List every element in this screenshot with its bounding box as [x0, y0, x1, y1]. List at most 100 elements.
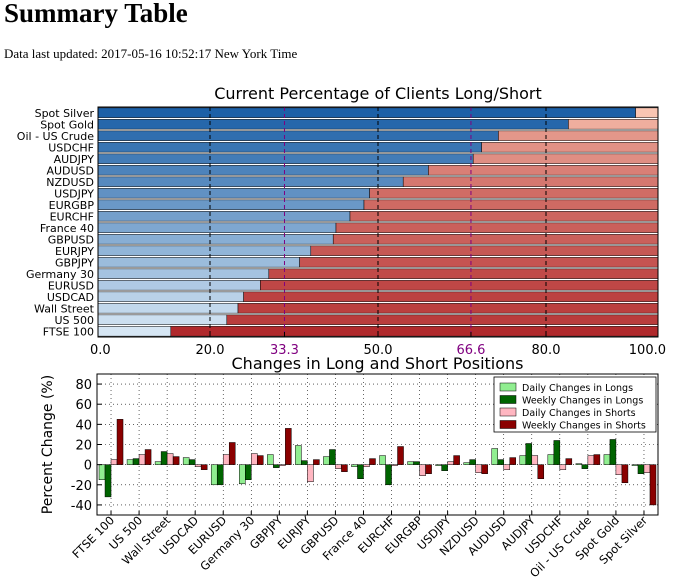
category-label: Germany 30 [26, 268, 94, 281]
long-bar [97, 165, 429, 176]
change-bar [245, 464, 252, 480]
x-tick-label: 100.0 [629, 343, 666, 358]
change-bar [295, 445, 302, 465]
change-bar [537, 464, 545, 479]
category-label: GBPUSD [48, 233, 94, 246]
change-bar [329, 449, 336, 465]
change-bar [222, 454, 230, 465]
short-bar [363, 199, 659, 210]
change-bar [210, 464, 218, 486]
y-axis-label: Percent Change (%) [40, 375, 56, 514]
long-bar [97, 142, 482, 153]
short-bar [237, 303, 659, 314]
short-bar [268, 268, 659, 279]
long-bar [97, 211, 351, 222]
change-bar [425, 464, 432, 474]
change-bar [391, 464, 398, 466]
change-bar [575, 463, 583, 465]
long-bar [97, 280, 261, 291]
y-tick-label: -20 [71, 479, 92, 494]
category-label: Wall Street [34, 302, 95, 315]
x-tick-label: 20.0 [196, 343, 225, 358]
change-bar [154, 461, 162, 465]
short-bar [332, 234, 659, 245]
category-label: USDCHF [48, 141, 94, 154]
change-bar [335, 464, 342, 469]
category-label: Oil - US Crude [17, 130, 94, 143]
change-bar [144, 449, 152, 465]
category-label: NZDUSD [46, 176, 94, 189]
category-label: USDJPY [54, 187, 94, 200]
change-bar [643, 464, 651, 473]
change-bar [491, 448, 498, 465]
change-bar [447, 461, 454, 465]
change-bar [341, 464, 348, 472]
y-tick-label: -40 [71, 499, 92, 514]
category-label: France 40 [40, 222, 94, 235]
change-bar [267, 454, 274, 465]
change-bar [379, 455, 386, 465]
long-bar [97, 314, 228, 325]
change-bar [621, 464, 629, 484]
last-updated-label: Data last updated: [4, 46, 98, 61]
change-bar [565, 458, 573, 465]
short-bar [498, 130, 659, 141]
category-label: EURCHF [50, 210, 94, 223]
category-label: GBPJPY [55, 256, 94, 269]
short-bar [428, 165, 659, 176]
change-bar [323, 456, 330, 465]
short-bar [635, 107, 659, 118]
change-bar [251, 453, 258, 465]
long-bar [97, 176, 404, 187]
change-bar [481, 464, 488, 474]
legend-swatch [499, 407, 517, 417]
short-bar [310, 245, 659, 256]
short-bar [335, 222, 659, 233]
short-bar [260, 280, 659, 291]
change-bar [531, 455, 539, 465]
change-bar [385, 464, 392, 486]
chart2-title: Changes in Long and Short Positions [232, 354, 524, 373]
x-tick-label: 0.0 [90, 343, 111, 358]
chart1-title: Current Percentage of Clients Long/Short [214, 84, 542, 103]
change-bar [503, 464, 510, 470]
change-bar [497, 459, 504, 465]
last-updated-value: 2017-05-16 10:52:17 New York Time [101, 46, 298, 61]
short-bar [170, 326, 659, 337]
change-bar [172, 456, 180, 465]
category-label: AUDUSD [46, 164, 94, 177]
legend-label: Weekly Changes in Shorts [522, 421, 646, 432]
legend-label: Daily Changes in Shorts [522, 408, 636, 419]
change-bar [369, 458, 376, 465]
category-label: US 500 [54, 314, 94, 327]
short-bar [243, 291, 659, 302]
change-bar [475, 464, 482, 473]
change-bar [188, 459, 196, 465]
change-bar [116, 419, 124, 465]
change-bar [419, 464, 426, 476]
change-bar [194, 464, 202, 467]
short-bar [402, 176, 659, 187]
short-bar [472, 153, 659, 164]
long-bar [97, 107, 636, 118]
change-bar [239, 464, 246, 485]
change-bar [307, 464, 314, 483]
change-bar [126, 459, 134, 465]
legend-swatch [499, 395, 517, 404]
short-bar [226, 314, 659, 325]
change-bar [182, 457, 190, 465]
category-label: EURGBP [49, 199, 95, 212]
long-bar [97, 222, 337, 233]
change-bar [98, 464, 106, 480]
y-tick-label: 40 [75, 418, 92, 433]
long-bar [97, 326, 172, 337]
x-tick-label: 80.0 [532, 343, 561, 358]
x-tick-label: 50.0 [364, 343, 393, 358]
long-bar [97, 268, 270, 279]
y-tick-label: 20 [75, 439, 92, 454]
x-tick-label: FTSE 100 [69, 513, 117, 561]
change-bar [453, 455, 460, 465]
change-bar [525, 443, 533, 465]
long-bar [97, 119, 569, 130]
